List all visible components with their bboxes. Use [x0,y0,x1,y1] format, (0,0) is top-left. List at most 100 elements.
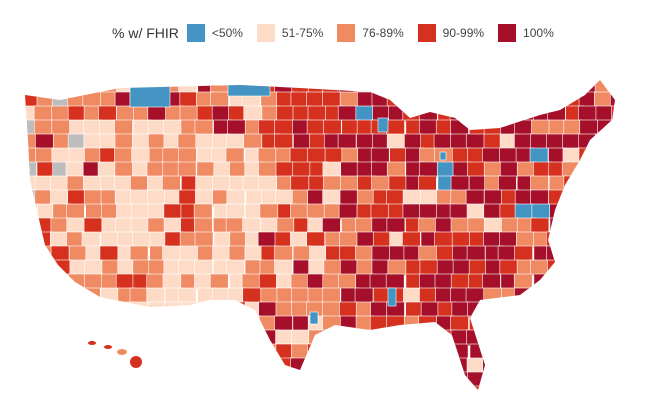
map-region [228,385,248,390]
map-region [98,105,117,123]
map-region [194,273,213,291]
map-region [372,357,391,375]
map-region [420,301,440,319]
map-region [50,385,70,390]
map-region [274,245,293,263]
legend-item-100: 100% [498,24,554,42]
map-region [355,217,374,235]
legend-label: 76-89% [362,26,404,40]
map-region [371,161,390,179]
map-region [321,385,341,390]
map-region [52,371,72,389]
map-region [513,91,533,109]
map-region [257,147,277,165]
map-region [418,105,438,123]
map-region [25,315,37,333]
map-region [515,315,534,333]
map-region [306,231,325,249]
map-region [130,175,149,193]
map-region [117,315,137,333]
map-region [129,287,149,305]
map-region [420,343,440,361]
map-region [418,217,437,235]
map-region [466,105,486,123]
map-region [564,203,584,221]
map-region [114,133,134,151]
map-region [51,315,71,333]
map-region [547,259,566,277]
legend-item-76-89: 76-89% [337,24,404,42]
map-region [610,91,615,109]
map-region [404,80,423,95]
map-region [36,259,55,277]
map-region [245,357,265,375]
map-region [195,133,215,151]
map-region [212,287,231,305]
map-region [484,80,504,95]
map-region [178,357,198,375]
map-region [84,273,103,291]
map-region [276,385,296,390]
map-region [596,231,615,249]
map-region [370,343,389,361]
map-region [147,105,167,123]
map-region [131,385,151,390]
legend-swatch [337,24,356,42]
map-region [229,357,249,375]
map-region [196,329,216,347]
map-region [356,357,376,375]
map-region [450,91,469,109]
map-region [132,231,151,249]
map-region [322,119,342,137]
map-region [356,231,376,249]
map-region [211,105,231,123]
map-region [437,161,456,179]
map-region [449,343,469,361]
map-region [386,161,406,179]
map-region [165,315,184,333]
map-region [161,329,181,347]
map-region [563,217,583,235]
legend-swatch [256,24,275,42]
map-region [210,357,229,375]
map-region [611,315,615,333]
map-region [401,91,421,109]
map-region [593,217,613,235]
map-region [500,301,519,319]
map-region [531,301,550,319]
map-region [241,273,261,291]
map-region [532,357,551,375]
map-region [228,245,248,263]
map-region [211,329,231,347]
map-region [355,105,375,123]
map-region [179,343,199,361]
map-region [499,147,518,165]
map-region [113,175,133,193]
map-region [35,133,54,151]
map-region [356,343,375,361]
map-region [25,385,37,390]
map-region [210,80,229,95]
map-region [82,315,101,333]
map-region [260,385,280,390]
map-region [276,105,295,123]
map-region [292,245,312,263]
legend-label: 90-99% [442,26,485,40]
map-region [50,301,70,319]
map-region [561,273,581,291]
map-region [180,385,200,390]
map-region [434,231,453,249]
map-region [547,301,567,319]
map-region [35,315,55,333]
map-region [244,385,264,390]
map-region [33,245,53,263]
map-region [596,175,615,193]
map-region [339,301,358,319]
map-region [147,217,167,235]
map-region [131,147,150,165]
map-region [485,329,504,347]
map-region [162,385,181,390]
map-region [483,231,502,249]
map-region [482,301,502,319]
map-region [260,217,280,235]
